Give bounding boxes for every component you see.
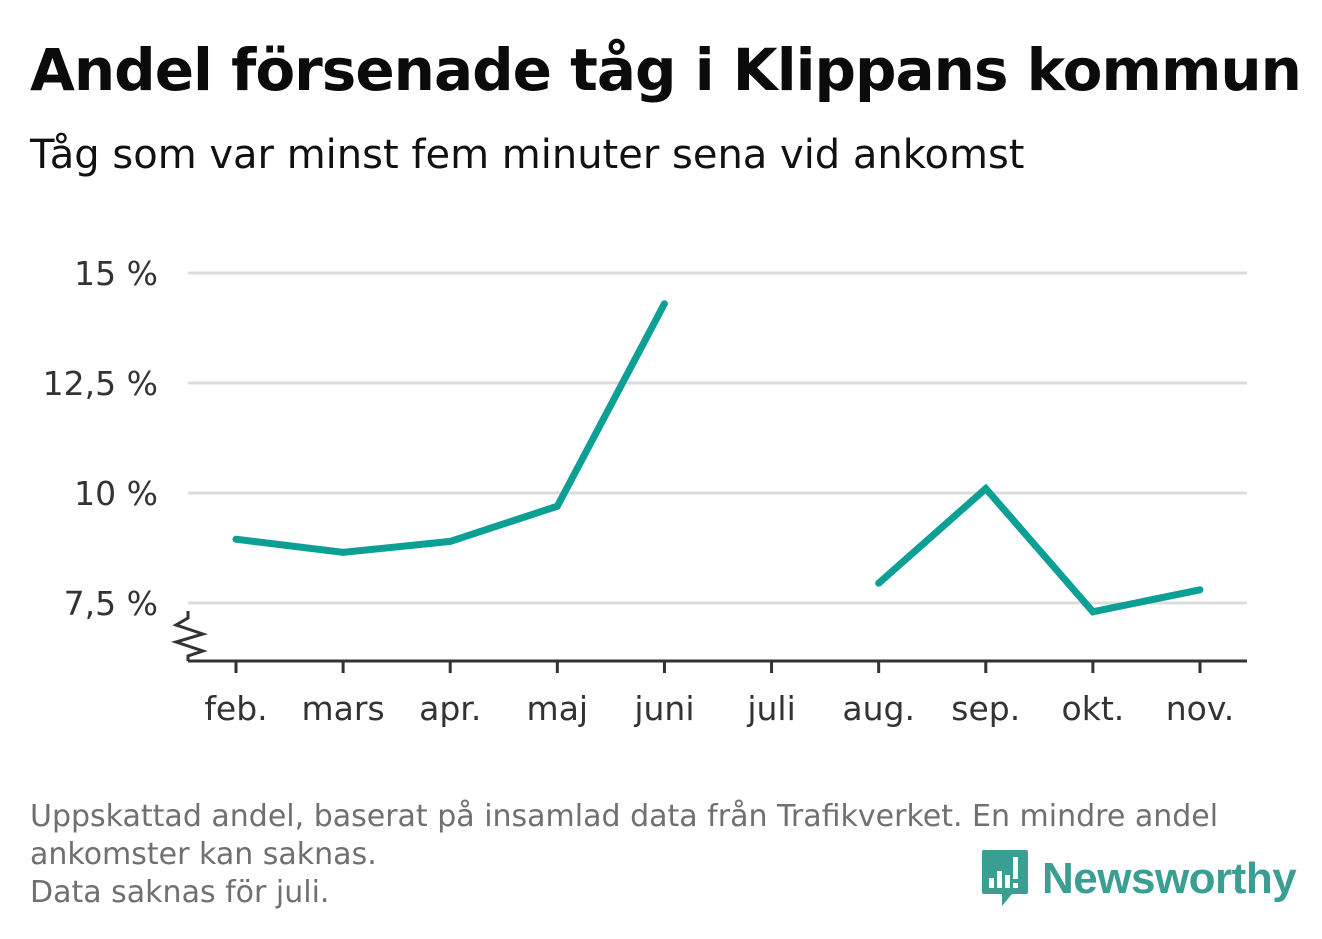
- data-point: [339, 548, 347, 556]
- footnote-line-1: Uppskattad andel, baserat på insamlad da…: [30, 799, 1219, 834]
- footnote-line-3: Data saknas för juli.: [30, 875, 330, 910]
- x-tick-label: sep.: [951, 689, 1020, 728]
- footnote: Uppskattad andel, baserat på insamlad da…: [30, 798, 1290, 912]
- logo-text: Newsworthy: [1042, 854, 1297, 903]
- x-tick-label: okt.: [1062, 689, 1125, 728]
- series-line: [876, 483, 1201, 616]
- newsworthy-chart-icon: [982, 850, 1028, 906]
- y-tick-label: 15 %: [74, 254, 158, 293]
- newsworthy-logo: Newsworthy: [980, 848, 1297, 910]
- x-tick-label: mars: [302, 689, 385, 728]
- y-tick-label: 12,5 %: [43, 364, 158, 403]
- x-tick-label: juli: [746, 689, 795, 728]
- data-point: [875, 579, 883, 587]
- data-point: [1196, 586, 1204, 594]
- chart-subtitle: Tåg som var minst fem minuter sena vid a…: [30, 132, 1025, 178]
- data-point: [232, 535, 240, 543]
- x-tick-label: nov.: [1166, 689, 1235, 728]
- data-point: [553, 502, 561, 510]
- line-chart: 7,5 % 10 % 12,5 % 15 % feb. mars apr. maj juni ju…: [43, 254, 1247, 728]
- chart-title: Andel försenade tåg i Klippans kommun: [30, 36, 1302, 104]
- data-point: [446, 537, 454, 545]
- x-tick-label: maj: [527, 689, 589, 728]
- x-tick-label: aug.: [842, 689, 915, 728]
- y-tick-label: 7,5 %: [64, 584, 158, 623]
- footnote-line-2: ankomster kan saknas.: [30, 837, 377, 872]
- x-tick-label: apr.: [419, 689, 481, 728]
- series-line: [235, 302, 668, 556]
- y-tick-label: 10 %: [74, 474, 158, 513]
- data-point: [982, 485, 990, 493]
- axis-break-icon: [171, 611, 208, 661]
- x-tick-label: feb.: [204, 689, 267, 728]
- x-tick-label: juni: [633, 689, 694, 728]
- data-point: [660, 300, 668, 308]
- data-point: [1089, 608, 1097, 616]
